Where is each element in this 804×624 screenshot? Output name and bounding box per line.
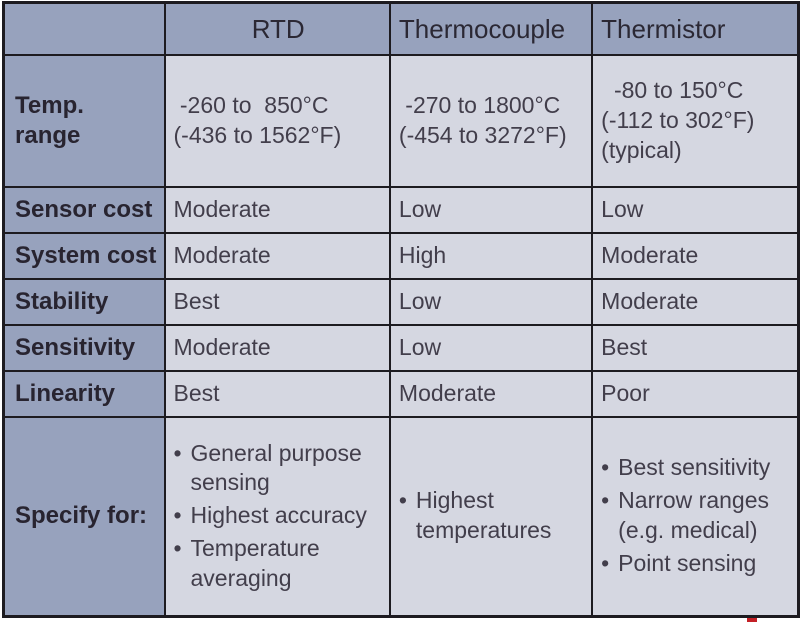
table-row-sensitivity: Sensitivity Moderate Low Best (2, 323, 800, 372)
bullet-icon: • (601, 550, 610, 577)
row-label-temp-range: Temp. range (2, 54, 166, 189)
cell-temp-range-rtd: -260 to 850°C (-436 to 1562°F) (163, 54, 391, 189)
list-item-text: Point sensing (618, 550, 757, 577)
cell-sensor-cost-thermistor: Low (591, 186, 800, 235)
specify-thermistor-list: • Best sensitivity • Narrow ranges (e.g.… (601, 453, 791, 579)
row-label-specify-for: Specify for: (2, 415, 166, 618)
column-header-thermistor: Thermistor (591, 1, 800, 57)
bullet-icon: • (398, 487, 407, 514)
column-header-thermocouple: Thermocouple (388, 1, 594, 57)
specify-rtd-list: • General purpose sensing • Highest accu… (174, 439, 383, 594)
list-item: • Best sensitivity (601, 453, 791, 483)
cell-linearity-thermocouple: Moderate (388, 369, 594, 418)
list-item-text: Best sensitivity (618, 454, 771, 481)
row-label-sensitivity: Sensitivity (2, 323, 166, 372)
column-header-rtd: RTD (163, 1, 391, 57)
cell-stability-rtd: Best (163, 278, 391, 326)
row-label-sensor-cost: Sensor cost (2, 186, 166, 235)
list-item: • Temperature averaging (174, 534, 383, 594)
table-header-row: RTD Thermocouple Thermistor (2, 1, 800, 57)
cell-temp-range-thermistor: -80 to 150°C (-112 to 302°F) (typical) (591, 54, 800, 189)
table-row-sensor-cost: Sensor cost Moderate Low Low (2, 186, 800, 235)
bullet-icon: • (173, 535, 182, 562)
list-item: • Highest accuracy (174, 501, 383, 531)
cell-sensitivity-thermistor: Best (591, 323, 800, 372)
cell-linearity-rtd: Best (163, 369, 391, 418)
cell-sensor-cost-thermocouple: Low (388, 186, 594, 235)
list-item-text: Narrow ranges (e.g. medical) (618, 487, 770, 544)
table-row-stability: Stability Best Low Moderate (2, 278, 800, 326)
table-row-specify-for: Specify for: • General purpose sensing •… (2, 415, 800, 618)
red-marker-artifact (747, 618, 757, 622)
table-row-temp-range: Temp. range -260 to 850°C (-436 to 1562°… (2, 54, 800, 189)
specify-thermocouple-list: • Highest temperatures (399, 486, 585, 546)
bullet-icon: • (601, 454, 610, 481)
cell-specify-thermistor: • Best sensitivity • Narrow ranges (e.g.… (591, 415, 800, 618)
cell-specify-rtd: • General purpose sensing • Highest accu… (163, 415, 391, 618)
row-label-linearity: Linearity (2, 369, 166, 418)
cell-system-cost-thermistor: Moderate (591, 232, 800, 281)
cell-system-cost-thermocouple: High (388, 232, 594, 281)
table-row-linearity: Linearity Best Moderate Poor (2, 369, 800, 418)
cell-system-cost-rtd: Moderate (163, 232, 391, 281)
corner-cell (2, 1, 166, 57)
cell-stability-thermocouple: Low (388, 278, 594, 326)
row-label-stability: Stability (2, 278, 166, 326)
table-row-system-cost: System cost Moderate High Moderate (2, 232, 800, 281)
list-item-text: Highest accuracy (190, 502, 367, 529)
cell-sensor-cost-rtd: Moderate (163, 186, 391, 235)
cell-specify-thermocouple: • Highest temperatures (388, 415, 594, 618)
list-item-text: General purpose sensing (190, 439, 362, 496)
cell-linearity-thermistor: Poor (591, 369, 800, 418)
list-item-text: Highest temperatures (415, 487, 552, 544)
bullet-icon: • (173, 439, 182, 466)
bullet-icon: • (601, 487, 610, 514)
list-item: • Narrow ranges (e.g. medical) (601, 486, 791, 546)
cell-sensitivity-rtd: Moderate (163, 323, 391, 372)
list-item-text: Temperature averaging (190, 535, 320, 592)
list-item: • Highest temperatures (399, 486, 585, 546)
cell-temp-range-thermocouple: -270 to 1800°C (-454 to 3272°F) (388, 54, 594, 189)
bullet-icon: • (173, 502, 182, 529)
list-item: • General purpose sensing (174, 439, 383, 499)
row-label-system-cost: System cost (2, 232, 166, 281)
cell-sensitivity-thermocouple: Low (388, 323, 594, 372)
cell-stability-thermistor: Moderate (591, 278, 800, 326)
list-item: • Point sensing (601, 549, 791, 579)
